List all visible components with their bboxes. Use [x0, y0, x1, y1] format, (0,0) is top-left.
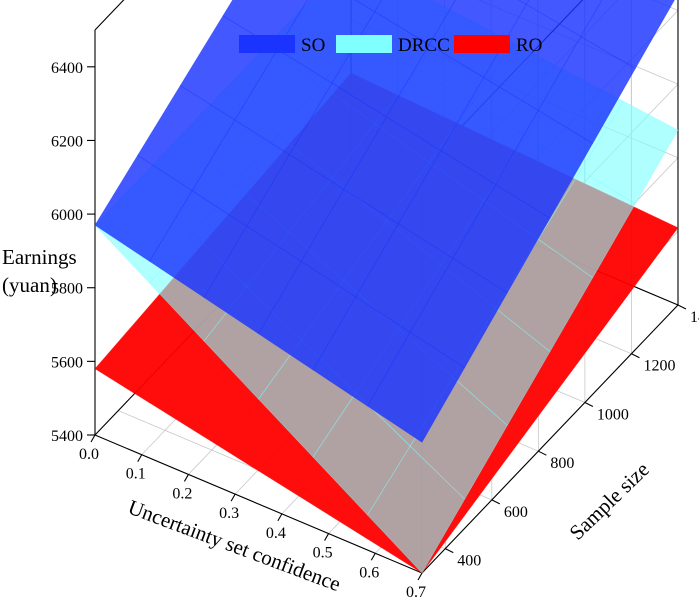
legend-swatch-so [239, 35, 295, 53]
y-tick-mark [584, 401, 594, 407]
z-axis-title-line1: Earnings [2, 245, 77, 269]
y-tick-label: 400 [457, 553, 481, 570]
surface-layer [94, 0, 679, 574]
x-tick-mark [324, 533, 330, 541]
x-tick-mark [417, 572, 423, 581]
z-tick-label: 5600 [51, 354, 83, 371]
z-tick-label: 5800 [51, 281, 83, 298]
z-tick-label: 5400 [51, 428, 83, 445]
x-tick-label: 0.7 [406, 584, 426, 600]
tick-layer: 0.0 0.1 0.2 0.3 0.4 0.5 0.6 0.7 400 600 800 1000 120… [51, 60, 699, 600]
z-axis-title-line2: (yuan) [2, 273, 57, 297]
legend-swatch-drcc [336, 35, 392, 53]
y-tick-label: 600 [504, 504, 528, 521]
legend-swatch-ro [454, 35, 510, 53]
x-tick-label: 0.6 [359, 564, 379, 581]
y-tick-mark [491, 499, 501, 505]
z-tick-label: 6400 [51, 60, 83, 77]
surface-so [94, 0, 675, 443]
z-tick-label: 6000 [51, 207, 83, 224]
surface-so-cell [374, 0, 456, 46]
x-tick-mark [137, 454, 143, 462]
surface-so-cell [518, 0, 530, 5]
x-tick-label: 0.4 [266, 525, 286, 542]
x-tick-label: 0.5 [313, 545, 333, 562]
x-tick-mark [370, 553, 376, 561]
y-tick-mark [631, 353, 640, 359]
x-tick-mark [90, 434, 96, 443]
y-tick-mark [445, 548, 454, 554]
legend-label-drcc: DRCC [398, 35, 450, 56]
x-tick-label: 0.3 [219, 505, 239, 522]
x-tick-mark [277, 513, 283, 522]
surface-drcc-cell [580, 100, 679, 205]
x-tick-mark [230, 493, 236, 502]
surface-so-cell [354, 0, 383, 13]
x-tick-label: 0.2 [172, 485, 192, 502]
y-tick-label: 1000 [597, 406, 629, 423]
x-tick-label: 0.0 [79, 446, 99, 463]
legend-label-ro: RO [516, 35, 542, 56]
legend: SO DRCC RO [239, 35, 542, 56]
surface-so-cell [525, 0, 603, 37]
y-tick-label: 1200 [643, 358, 675, 375]
y-tick-label: 800 [550, 455, 574, 472]
axis-box-edge [421, 304, 679, 574]
x-tick-label: 0.1 [126, 466, 146, 483]
legend-label-so: SO [301, 35, 325, 56]
y-axis-title: Sample size [565, 457, 654, 544]
y-tick-mark [677, 304, 687, 310]
x-tick-mark [183, 474, 189, 482]
axis-box-edge [94, 434, 423, 574]
y-tick-label: 1400 [690, 309, 699, 326]
surface-so-cell [580, 0, 675, 70]
y-tick-mark [538, 450, 547, 456]
z-tick-label: 6200 [51, 133, 83, 150]
